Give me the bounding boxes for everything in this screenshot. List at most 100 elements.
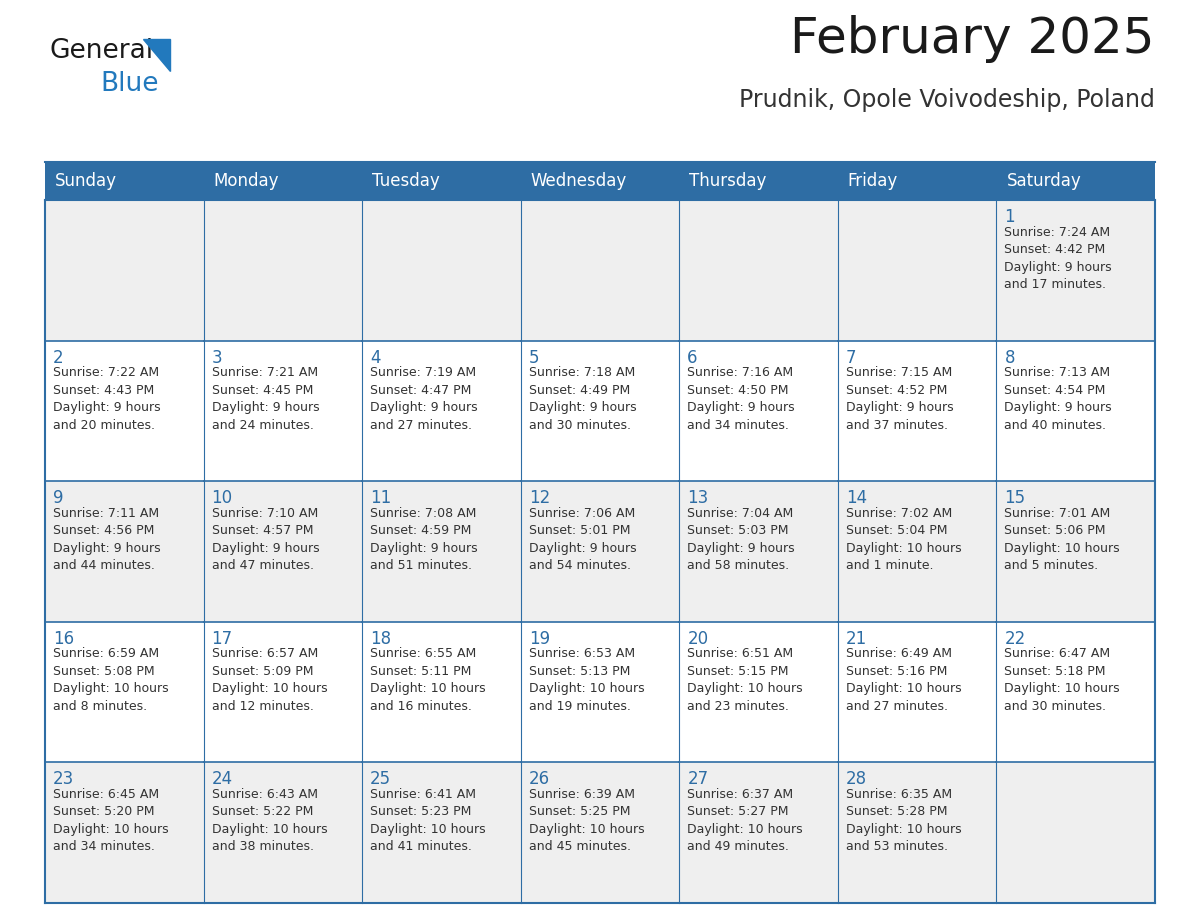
Text: Sunrise: 6:41 AM: Sunrise: 6:41 AM — [371, 788, 476, 800]
Text: Daylight: 10 hours: Daylight: 10 hours — [53, 823, 169, 836]
Text: Daylight: 10 hours: Daylight: 10 hours — [1004, 542, 1120, 554]
Text: Daylight: 10 hours: Daylight: 10 hours — [211, 682, 327, 695]
Text: Thursday: Thursday — [689, 172, 766, 190]
Text: Friday: Friday — [848, 172, 898, 190]
Text: 7: 7 — [846, 349, 857, 366]
Bar — [203, 763, 362, 903]
Bar — [520, 200, 680, 341]
Polygon shape — [143, 39, 170, 71]
Text: Sunrise: 7:10 AM: Sunrise: 7:10 AM — [211, 507, 318, 520]
Text: Sunset: 5:08 PM: Sunset: 5:08 PM — [53, 665, 154, 677]
Text: and 27 minutes.: and 27 minutes. — [846, 700, 948, 712]
Text: Daylight: 9 hours: Daylight: 9 hours — [53, 542, 160, 554]
Text: Monday: Monday — [214, 172, 279, 190]
Text: Sunrise: 6:51 AM: Sunrise: 6:51 AM — [688, 647, 794, 660]
Text: and 53 minutes.: and 53 minutes. — [846, 840, 948, 854]
Text: 18: 18 — [371, 630, 391, 648]
Text: and 20 minutes.: and 20 minutes. — [53, 419, 154, 431]
Bar — [997, 200, 1155, 341]
Bar — [362, 341, 520, 481]
Text: Sunset: 5:01 PM: Sunset: 5:01 PM — [529, 524, 630, 537]
Text: Sunrise: 6:39 AM: Sunrise: 6:39 AM — [529, 788, 634, 800]
Text: 16: 16 — [53, 630, 74, 648]
Text: Daylight: 10 hours: Daylight: 10 hours — [688, 823, 803, 836]
Bar — [997, 341, 1155, 481]
Text: Sunset: 5:04 PM: Sunset: 5:04 PM — [846, 524, 947, 537]
Text: Daylight: 9 hours: Daylight: 9 hours — [1004, 261, 1112, 274]
Text: Sunrise: 6:57 AM: Sunrise: 6:57 AM — [211, 647, 318, 660]
Bar — [680, 200, 838, 341]
Text: Daylight: 10 hours: Daylight: 10 hours — [371, 823, 486, 836]
Text: Sunset: 4:42 PM: Sunset: 4:42 PM — [1004, 243, 1106, 256]
Text: 11: 11 — [371, 489, 391, 508]
Text: Sunrise: 7:08 AM: Sunrise: 7:08 AM — [371, 507, 476, 520]
Bar — [45, 200, 203, 341]
Text: 22: 22 — [1004, 630, 1025, 648]
Text: Sunset: 5:16 PM: Sunset: 5:16 PM — [846, 665, 947, 677]
Text: 2: 2 — [53, 349, 64, 366]
Text: Sunrise: 6:55 AM: Sunrise: 6:55 AM — [371, 647, 476, 660]
Text: February 2025: February 2025 — [790, 15, 1155, 63]
Text: 14: 14 — [846, 489, 867, 508]
Text: and 38 minutes.: and 38 minutes. — [211, 840, 314, 854]
Text: and 45 minutes.: and 45 minutes. — [529, 840, 631, 854]
Text: Sunset: 4:52 PM: Sunset: 4:52 PM — [846, 384, 947, 397]
Text: Sunset: 4:57 PM: Sunset: 4:57 PM — [211, 524, 314, 537]
Text: 3: 3 — [211, 349, 222, 366]
Bar — [520, 341, 680, 481]
Text: and 23 minutes.: and 23 minutes. — [688, 700, 789, 712]
Text: Sunset: 5:20 PM: Sunset: 5:20 PM — [53, 805, 154, 819]
Text: Sunset: 5:28 PM: Sunset: 5:28 PM — [846, 805, 947, 819]
Text: 24: 24 — [211, 770, 233, 789]
Text: Sunrise: 6:49 AM: Sunrise: 6:49 AM — [846, 647, 952, 660]
Text: Sunset: 4:59 PM: Sunset: 4:59 PM — [371, 524, 472, 537]
Text: Daylight: 9 hours: Daylight: 9 hours — [529, 542, 637, 554]
Text: Saturday: Saturday — [1006, 172, 1081, 190]
Text: Prudnik, Opole Voivodeship, Poland: Prudnik, Opole Voivodeship, Poland — [739, 88, 1155, 112]
Bar — [45, 621, 203, 763]
Text: Blue: Blue — [100, 71, 158, 97]
Bar — [680, 481, 838, 621]
Text: 4: 4 — [371, 349, 380, 366]
Bar — [45, 763, 203, 903]
Text: and 1 minute.: and 1 minute. — [846, 559, 934, 572]
Bar — [838, 763, 997, 903]
Text: Sunset: 5:18 PM: Sunset: 5:18 PM — [1004, 665, 1106, 677]
Text: and 49 minutes.: and 49 minutes. — [688, 840, 789, 854]
Text: 26: 26 — [529, 770, 550, 789]
Text: Sunset: 4:56 PM: Sunset: 4:56 PM — [53, 524, 154, 537]
Text: Sunrise: 6:53 AM: Sunrise: 6:53 AM — [529, 647, 634, 660]
Text: Sunrise: 7:21 AM: Sunrise: 7:21 AM — [211, 366, 317, 379]
Text: Daylight: 9 hours: Daylight: 9 hours — [529, 401, 637, 414]
Text: 10: 10 — [211, 489, 233, 508]
Bar — [838, 481, 997, 621]
Text: Sunset: 5:27 PM: Sunset: 5:27 PM — [688, 805, 789, 819]
Bar — [680, 341, 838, 481]
Text: and 30 minutes.: and 30 minutes. — [529, 419, 631, 431]
Text: Sunrise: 7:11 AM: Sunrise: 7:11 AM — [53, 507, 159, 520]
Text: Sunrise: 6:47 AM: Sunrise: 6:47 AM — [1004, 647, 1111, 660]
Text: 17: 17 — [211, 630, 233, 648]
Text: and 51 minutes.: and 51 minutes. — [371, 559, 472, 572]
Text: Sunset: 4:49 PM: Sunset: 4:49 PM — [529, 384, 630, 397]
Bar — [680, 763, 838, 903]
Text: Sunrise: 6:37 AM: Sunrise: 6:37 AM — [688, 788, 794, 800]
Text: and 5 minutes.: and 5 minutes. — [1004, 559, 1099, 572]
Bar — [203, 481, 362, 621]
Text: Sunset: 5:06 PM: Sunset: 5:06 PM — [1004, 524, 1106, 537]
Text: 5: 5 — [529, 349, 539, 366]
Text: and 8 minutes.: and 8 minutes. — [53, 700, 147, 712]
Bar — [680, 621, 838, 763]
Text: Sunrise: 7:13 AM: Sunrise: 7:13 AM — [1004, 366, 1111, 379]
Text: Daylight: 10 hours: Daylight: 10 hours — [846, 682, 961, 695]
Text: Sunset: 5:25 PM: Sunset: 5:25 PM — [529, 805, 630, 819]
Text: Sunrise: 7:24 AM: Sunrise: 7:24 AM — [1004, 226, 1111, 239]
Text: Sunset: 5:11 PM: Sunset: 5:11 PM — [371, 665, 472, 677]
Text: 27: 27 — [688, 770, 708, 789]
Text: Daylight: 9 hours: Daylight: 9 hours — [688, 542, 795, 554]
Text: 9: 9 — [53, 489, 63, 508]
Text: Sunrise: 7:04 AM: Sunrise: 7:04 AM — [688, 507, 794, 520]
Text: Daylight: 10 hours: Daylight: 10 hours — [846, 823, 961, 836]
Text: Sunrise: 7:01 AM: Sunrise: 7:01 AM — [1004, 507, 1111, 520]
Text: and 12 minutes.: and 12 minutes. — [211, 700, 314, 712]
